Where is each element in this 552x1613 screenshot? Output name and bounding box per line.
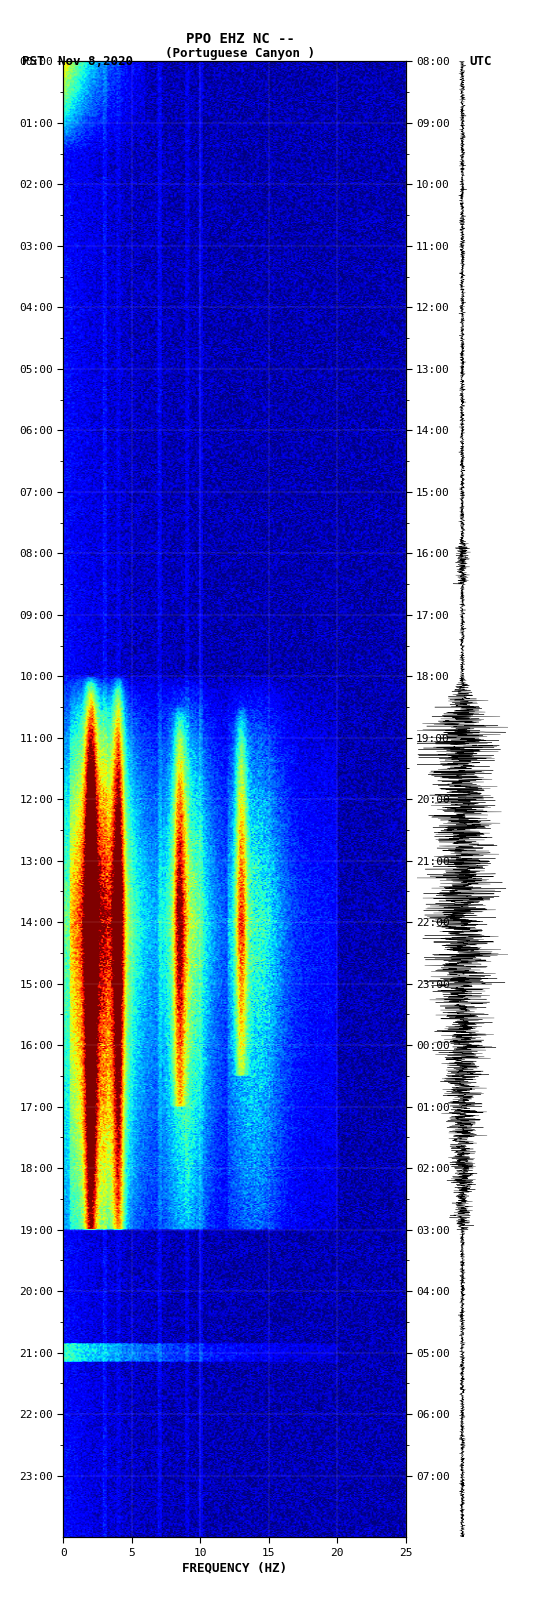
Text: PST: PST: [22, 55, 45, 68]
Text: PPO EHZ NC --: PPO EHZ NC --: [185, 32, 295, 47]
Text: (Portuguese Canyon ): (Portuguese Canyon ): [165, 47, 315, 60]
Text: Nov 8,2020: Nov 8,2020: [58, 55, 133, 68]
X-axis label: FREQUENCY (HZ): FREQUENCY (HZ): [182, 1561, 287, 1574]
Text: USGS: USGS: [12, 23, 44, 32]
Text: UTC: UTC: [469, 55, 491, 68]
